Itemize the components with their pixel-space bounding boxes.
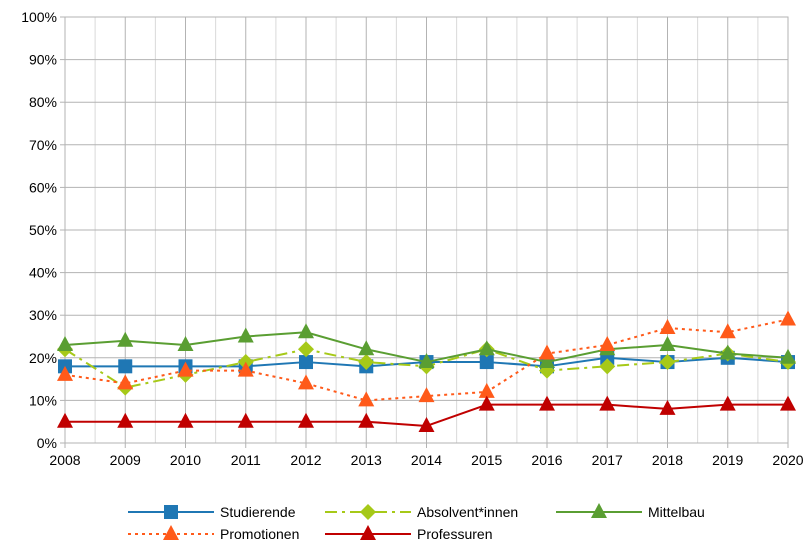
data-point — [599, 395, 616, 411]
data-point — [539, 395, 555, 411]
data-point — [478, 395, 495, 411]
y-tick-label: 40% — [29, 265, 57, 281]
data-point — [298, 323, 314, 339]
data-point — [478, 382, 495, 398]
series-promotionen — [57, 310, 796, 407]
legend: Studierende Absolvent*innen Mittelbau Promo… — [128, 503, 705, 542]
legend-label: Mittelbau — [648, 504, 705, 520]
legend-label: Professuren — [417, 526, 492, 542]
data-point — [659, 354, 676, 371]
x-tick-label: 2019 — [712, 452, 743, 468]
x-tick-label: 2017 — [592, 452, 623, 468]
legend-label: Absolvent*innen — [417, 504, 518, 520]
y-tick-label: 20% — [29, 350, 57, 366]
data-point — [177, 336, 194, 352]
data-point — [659, 336, 676, 352]
y-tick-label: 90% — [29, 52, 57, 68]
data-point — [780, 348, 796, 364]
data-point — [358, 354, 375, 371]
data-point — [358, 412, 375, 428]
x-tick-label: 2009 — [110, 452, 141, 468]
data-point — [237, 327, 254, 343]
data-point — [599, 336, 616, 352]
legend-marker — [591, 503, 607, 518]
data-point — [117, 374, 134, 390]
x-tick-label: 2014 — [411, 452, 442, 468]
data-point — [358, 391, 375, 407]
y-tick-label: 10% — [29, 392, 57, 408]
data-point — [478, 340, 495, 356]
series-lines — [57, 310, 796, 432]
data-point — [298, 412, 314, 428]
y-tick-label: 70% — [29, 137, 57, 153]
data-point — [719, 395, 736, 411]
data-point — [719, 344, 736, 360]
data-point — [479, 355, 494, 370]
data-point — [298, 341, 314, 358]
legend-label: Promotionen — [220, 526, 299, 542]
data-point — [539, 344, 555, 360]
data-point — [719, 323, 736, 339]
legend-label: Studierende — [220, 504, 296, 520]
grid — [64, 16, 789, 444]
data-point — [358, 340, 375, 356]
data-point — [237, 361, 254, 377]
legend-marker — [164, 505, 178, 519]
data-point — [659, 399, 676, 415]
data-point — [57, 365, 73, 381]
legend-entry: Mittelbau — [556, 503, 705, 520]
x-tick-label: 2012 — [290, 452, 321, 468]
x-tick-label: 2010 — [170, 452, 201, 468]
x-tick-label: 2011 — [231, 452, 261, 468]
series-professuren — [57, 395, 796, 432]
data-point — [177, 361, 194, 377]
data-point — [57, 412, 73, 428]
legend-entry: Professuren — [325, 525, 492, 542]
x-tick-label: 2016 — [531, 452, 562, 468]
legend-entry: Studierende — [128, 504, 296, 520]
y-tick-label: 50% — [29, 222, 57, 238]
y-tick-label: 0% — [37, 435, 57, 451]
x-tick-label: 2018 — [652, 452, 683, 468]
data-point — [780, 310, 796, 326]
axes: 0% 10% 20% 30% 40% 50% 60% 70% 80% 90% 100% 2008 200… — [21, 9, 804, 468]
data-point — [57, 336, 73, 352]
data-point — [118, 359, 133, 374]
data-point — [418, 353, 435, 369]
data-point — [298, 374, 314, 390]
data-point — [780, 395, 796, 411]
y-tick-label: 30% — [29, 307, 57, 323]
x-tick-label: 2020 — [772, 452, 803, 468]
data-point — [418, 387, 435, 403]
data-point — [237, 412, 254, 428]
data-point — [659, 318, 676, 334]
y-tick-label: 80% — [29, 94, 57, 110]
legend-entry: Promotionen — [128, 525, 299, 542]
legend-marker — [360, 525, 376, 540]
data-point — [117, 331, 134, 347]
x-tick-label: 2015 — [471, 452, 502, 468]
data-point — [177, 412, 194, 428]
data-point — [418, 416, 435, 432]
x-tick-label: 2008 — [49, 452, 80, 468]
legend-marker — [360, 504, 376, 520]
x-tick-label: 2013 — [351, 452, 382, 468]
y-tick-label: 60% — [29, 179, 57, 195]
data-point — [117, 412, 134, 428]
y-tick-label: 100% — [21, 9, 57, 25]
data-point — [299, 355, 313, 370]
data-point — [539, 353, 555, 369]
data-point — [599, 358, 616, 375]
series-mittelbau — [57, 323, 796, 369]
legend-entry: Absolvent*innen — [325, 504, 518, 520]
legend-marker — [163, 525, 179, 540]
